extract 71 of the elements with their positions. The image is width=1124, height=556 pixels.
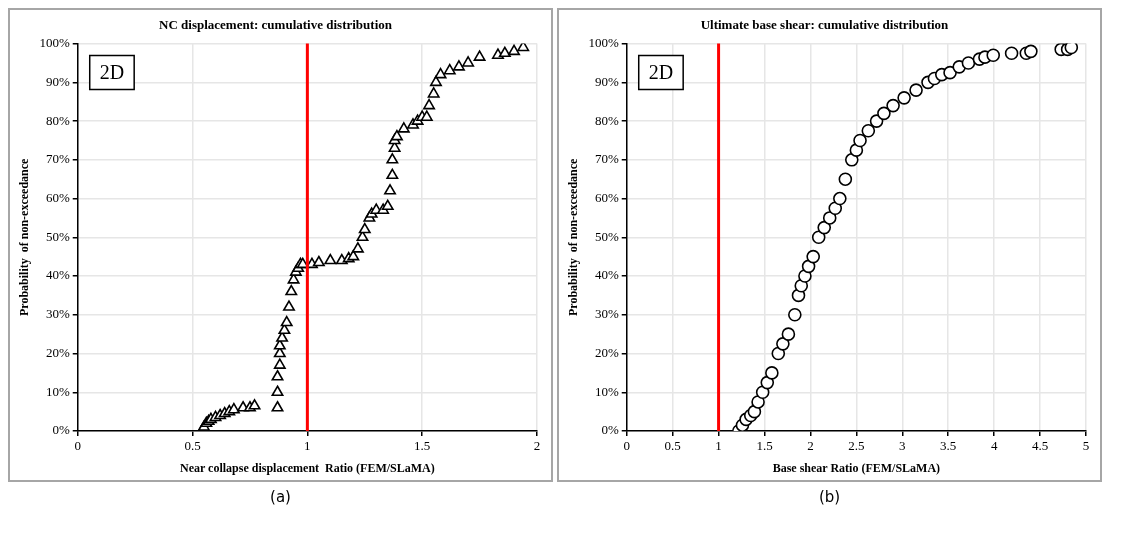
point bbox=[909, 83, 923, 97]
point bbox=[877, 106, 891, 121]
point bbox=[781, 327, 796, 341]
y-tick-label: 80% bbox=[594, 112, 619, 128]
y-tick-label: 70% bbox=[45, 151, 70, 167]
point bbox=[755, 385, 770, 400]
x-tick-label: 3.5 bbox=[940, 438, 957, 454]
y-tick-label: 30% bbox=[594, 306, 619, 322]
y-tick-label: 60% bbox=[45, 189, 70, 205]
y-tick-label: 90% bbox=[594, 73, 619, 89]
x-axis-title: Near collapse displacement Ratio (FEM/SLaMA) bbox=[179, 460, 435, 475]
y-tick-label: 40% bbox=[45, 267, 70, 283]
point bbox=[861, 123, 876, 138]
point bbox=[806, 249, 820, 264]
point bbox=[776, 337, 790, 351]
x-axis-title: Base shear Ratio (FEM/SLaMA) bbox=[772, 460, 941, 475]
y-tick-label: 100% bbox=[39, 35, 70, 51]
point bbox=[765, 366, 779, 380]
y-tick-label: 90% bbox=[45, 73, 70, 89]
chart-title: Ultimate base shear: cumulative distribution bbox=[700, 17, 950, 33]
point bbox=[751, 395, 765, 409]
point bbox=[897, 91, 911, 105]
y-tick-label: 10% bbox=[594, 383, 619, 399]
x-tick-label: 3 bbox=[899, 438, 906, 454]
x-tick-label: 1 bbox=[304, 438, 311, 454]
y-tick-label: 20% bbox=[594, 344, 619, 360]
y-tick-label: 0% bbox=[601, 422, 619, 438]
point bbox=[838, 172, 853, 186]
point bbox=[853, 133, 867, 148]
x-tick-label: 1.5 bbox=[414, 438, 431, 454]
y-tick-label: 40% bbox=[594, 267, 619, 283]
x-tick-label: 4.5 bbox=[1031, 438, 1049, 454]
y-tick-label: 100% bbox=[588, 35, 619, 51]
y-tick-label: 20% bbox=[45, 344, 70, 360]
point bbox=[788, 307, 802, 322]
point bbox=[886, 98, 900, 113]
x-tick-label: 4 bbox=[990, 438, 998, 454]
x-tick-label: 2.5 bbox=[848, 438, 865, 454]
text: (a) bbox=[269, 488, 292, 506]
x-tick-label: 2 bbox=[533, 438, 541, 454]
x-tick-label: 1.5 bbox=[756, 438, 773, 454]
y-tick-label: 70% bbox=[594, 151, 619, 167]
annotation: 2D bbox=[648, 60, 674, 83]
y-tick-label: 50% bbox=[594, 228, 619, 244]
x-tick-label: 0 bbox=[623, 438, 630, 454]
y-tick-label: 0% bbox=[52, 422, 70, 438]
text: (b) bbox=[817, 488, 842, 506]
x-tick-label: 2 bbox=[807, 438, 814, 454]
y-tick-label: 50% bbox=[45, 228, 70, 244]
x-tick-label: 1 bbox=[715, 438, 722, 454]
x-tick-label: 0 bbox=[74, 438, 81, 454]
point bbox=[1024, 44, 1038, 59]
y-tick-label: 60% bbox=[594, 189, 619, 205]
point bbox=[1064, 43, 1079, 55]
x-tick-label: 0.5 bbox=[664, 438, 681, 454]
point bbox=[833, 191, 847, 206]
point bbox=[822, 211, 837, 225]
annotation: 2D bbox=[99, 60, 125, 83]
point bbox=[817, 220, 832, 235]
x-tick-label: 0.5 bbox=[184, 438, 201, 454]
y-axis-title: Probability of non-exceedance bbox=[17, 157, 32, 317]
x-tick-label: 5 bbox=[1082, 438, 1090, 454]
y-tick-label: 10% bbox=[45, 383, 70, 399]
y-tick-label: 80% bbox=[45, 112, 70, 128]
y-axis-title: Probability of non-exceedance bbox=[566, 157, 581, 317]
point bbox=[961, 56, 976, 70]
chart-title: NC displacement: cumulative distribution bbox=[159, 17, 393, 33]
point bbox=[1004, 46, 1019, 61]
y-tick-label: 30% bbox=[45, 306, 70, 322]
point bbox=[811, 230, 826, 245]
point bbox=[986, 48, 1001, 63]
